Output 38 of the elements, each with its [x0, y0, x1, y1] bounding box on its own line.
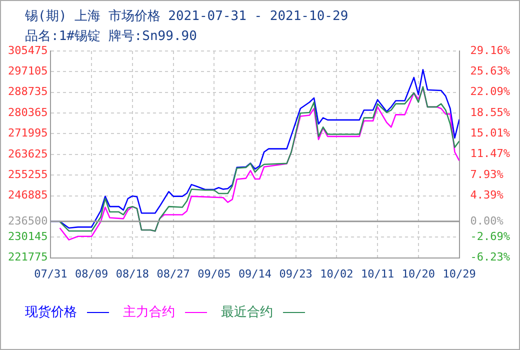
y2-tick-label: 18.55% — [470, 106, 510, 119]
x-tick-label: 09/23 — [279, 267, 312, 280]
y2-tick-label: 25.63% — [470, 64, 510, 78]
y-tick-label: 246885 — [8, 188, 48, 202]
y-tick-label: 297105 — [8, 64, 48, 78]
y2-tick-label: 29.16% — [470, 44, 510, 57]
y-tick-label: 263625 — [8, 147, 48, 160]
x-tick-label: 10/20 — [402, 267, 435, 280]
y2-tick-label: -6.23% — [470, 250, 510, 264]
y2-tick-label: 11.47% — [470, 147, 510, 160]
x-tick-label: 07/31 — [34, 267, 68, 280]
y-tick-label: 236500 — [8, 214, 48, 228]
x-tick-label: 09/14 — [238, 267, 272, 280]
y-tick-label: 221775 — [8, 250, 48, 264]
y2-tick-label: -2.69% — [470, 230, 510, 243]
y2-tick-label: 22.09% — [470, 85, 510, 98]
y-tick-label: 288735 — [8, 85, 48, 98]
y2-tick-label: 15.01% — [470, 126, 510, 140]
chart-subtitle: 品名:1#锡锭 牌号:Sn99.90 — [25, 28, 197, 45]
y-tick-label: 280365 — [8, 106, 48, 119]
legend-label: 现货价格 — [25, 304, 78, 321]
y2-tick-label: 4.39% — [470, 188, 504, 202]
x-tick-label: 09/05 — [198, 267, 231, 280]
y-tick-label: 255255 — [8, 168, 48, 181]
x-tick-label: 08/09 — [75, 267, 108, 280]
y-tick-label: 305475 — [8, 44, 48, 57]
x-tick-label: 10/11 — [360, 267, 394, 280]
y2-tick-label: 0.00% — [470, 214, 504, 228]
legend-label: 最近合约 — [221, 304, 274, 321]
y2-tick-label: 7.93% — [470, 168, 504, 181]
x-tick-label: 08/18 — [116, 267, 150, 280]
x-tick-label: 10/29 — [442, 267, 476, 280]
y-tick-label: 230145 — [8, 230, 48, 243]
x-tick-label: 10/02 — [320, 267, 354, 280]
x-tick-label: 08/27 — [156, 267, 190, 280]
y-tick-label: 271995 — [8, 126, 48, 140]
legend-label: 主力合约 — [123, 304, 176, 321]
chart-title: 锡(期) 上海 市场价格 2021-07-31 - 2021-10-29 — [25, 8, 348, 25]
